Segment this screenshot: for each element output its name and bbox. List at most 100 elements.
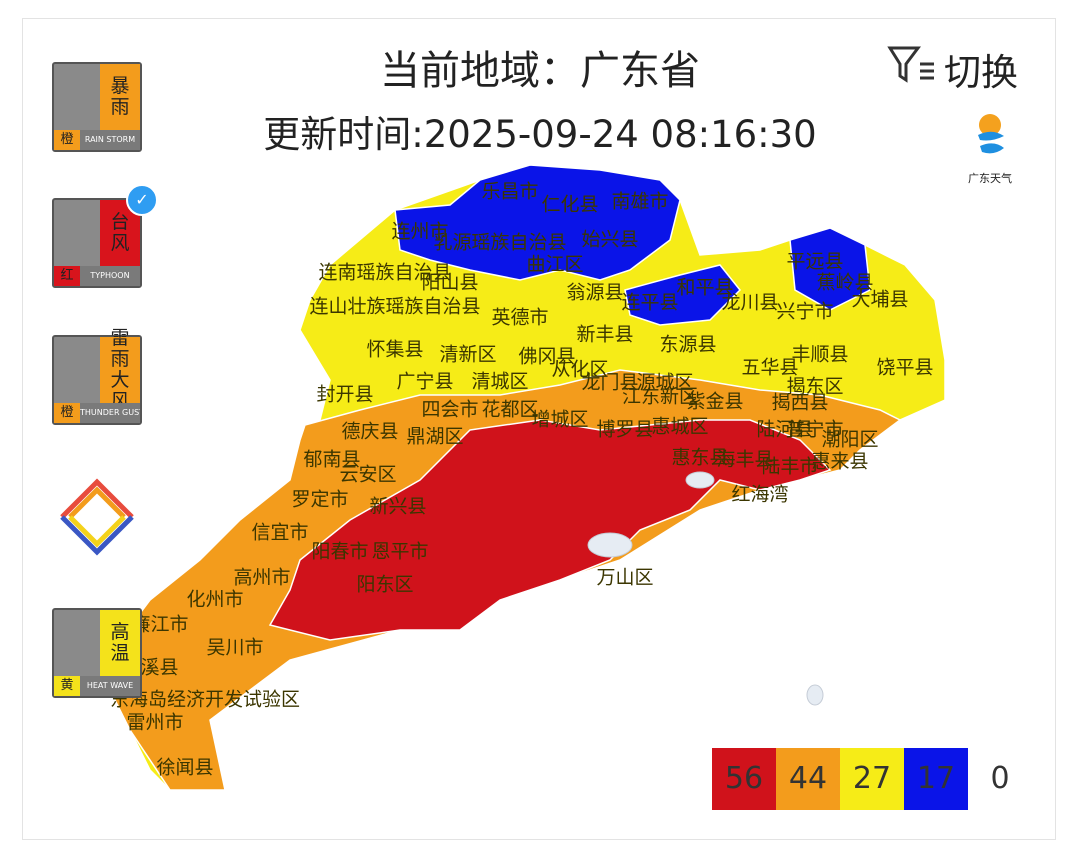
- district-label: 新兴县: [369, 496, 426, 518]
- district-label: 平远县: [786, 251, 843, 273]
- warning-name: 暴雨: [100, 64, 140, 130]
- filter-icon[interactable]: [887, 46, 934, 83]
- district-label: 龙川县: [721, 292, 778, 314]
- district-label: 吴川市: [206, 637, 263, 659]
- district-label: 东海岛经济开发试验区: [110, 689, 300, 711]
- legend: 56 44 27 17 0: [712, 748, 1032, 810]
- district-label: 大埔县: [851, 289, 908, 311]
- warning-level: 黄: [54, 676, 80, 696]
- district-label: 廉江市: [131, 614, 188, 636]
- district-label: 源城区: [636, 372, 693, 394]
- switch-button[interactable]: 切换: [944, 51, 1018, 94]
- district-label: 万山区: [596, 567, 653, 589]
- district-label: 揭东区: [786, 376, 843, 398]
- warning-level: 橙: [54, 403, 80, 423]
- district-label: 龙门县: [581, 372, 638, 394]
- district-label: 五华县: [741, 357, 798, 379]
- district-label: 佛冈县: [518, 346, 575, 368]
- district-label: 从化区: [551, 359, 608, 381]
- district-label: 罗定市: [291, 489, 348, 511]
- district-label: 翁源县: [566, 282, 623, 304]
- district-label: 博罗县: [596, 419, 653, 441]
- warning-graphic: [58, 68, 98, 126]
- district-label: 蕉岭县: [816, 272, 873, 294]
- district-label: 揭西县: [771, 392, 828, 414]
- district-label: 德庆县: [341, 421, 398, 443]
- district-label: 恩平市: [371, 541, 428, 563]
- district-label: 四会市: [421, 399, 478, 421]
- warning-english: RAIN STORM: [80, 130, 140, 150]
- district-label: 陆河县: [756, 419, 813, 441]
- district-label: 惠城区: [651, 416, 708, 438]
- legend-count: 0: [968, 748, 1032, 810]
- warning-name: 高温: [100, 610, 140, 676]
- legend-count: 56: [712, 748, 776, 810]
- district-label: 连平县: [621, 292, 678, 314]
- district-label: 清城区: [471, 371, 528, 393]
- district-label: 陆丰市: [761, 456, 818, 478]
- warning-english: HEAT WAVE: [80, 676, 140, 696]
- district-label: 惠来县: [811, 451, 868, 473]
- district-label: 紫金县: [686, 391, 743, 413]
- logo-icon: [978, 114, 1004, 154]
- district-label: 东源县: [659, 334, 716, 356]
- district-label: 红海湾: [731, 484, 788, 506]
- district-label: 徐闻县: [156, 757, 213, 779]
- district-label: 阳山县: [421, 272, 478, 294]
- warning-icon: 雷雨大风橙 THUNDER GUST: [52, 328, 142, 425]
- district-label: 信宜市: [251, 522, 308, 544]
- warning-graphic: [58, 204, 98, 262]
- district-label: 新丰县: [576, 324, 633, 346]
- district-label: 普宁市: [786, 419, 843, 441]
- district-label: 郁南县: [303, 449, 360, 471]
- title: 当前地域：广东省: [380, 48, 700, 94]
- district-label: 兴宁市: [776, 301, 833, 323]
- district-label: 高州市: [233, 567, 290, 589]
- warning-icon: 台风红 TYPHOON ✓: [52, 184, 158, 288]
- legend-count: 17: [904, 748, 968, 810]
- district-label: 饶平县: [876, 357, 933, 379]
- region-blue: [394, 164, 681, 281]
- warning-icon: 暴雨橙 RAIN STORM: [52, 62, 142, 152]
- update-time: 更新时间:2025-09-24 08:16:30: [263, 113, 817, 156]
- warning-graphic: [58, 341, 98, 399]
- card: [22, 18, 1056, 840]
- district-label: 英德市: [491, 307, 548, 329]
- district-label: 仁化县: [541, 194, 598, 216]
- district-label: 南雄市: [611, 191, 668, 213]
- district-label: 阳春市: [311, 541, 368, 563]
- legend-count: 44: [776, 748, 840, 810]
- district-label: 增城区: [531, 409, 588, 431]
- warning-english: TYPHOON: [80, 266, 140, 286]
- district-label: 乐昌市: [481, 181, 538, 203]
- district-label: 雷州市: [126, 712, 183, 734]
- district-label: 潮阳区: [821, 429, 878, 451]
- district-label: 连州市: [391, 221, 448, 243]
- logo-label: 广东天气: [968, 172, 1012, 185]
- district-label: 始兴县: [581, 229, 638, 251]
- warning-english: THUNDER GUST: [80, 403, 140, 423]
- warning-level: 红: [54, 266, 80, 286]
- islands: [587, 471, 824, 706]
- legend-count: 27: [840, 748, 904, 810]
- district-label: 和平县: [676, 277, 733, 299]
- district-label: 惠东县: [671, 447, 728, 469]
- region-blue: [789, 227, 871, 311]
- district-label: 封开县: [316, 384, 373, 406]
- district-label: 江东新区: [622, 386, 698, 408]
- district-label: 清新区: [439, 344, 496, 366]
- check-badge: ✓: [126, 184, 158, 216]
- district-label: 丰顺县: [791, 344, 848, 366]
- district-label: 鼎湖区: [406, 426, 463, 448]
- warning-name: 雷雨大风: [100, 328, 140, 412]
- district-label: 连山壮族瑶族自治县: [309, 296, 480, 318]
- district-label: 云安区: [339, 464, 396, 486]
- warning-level: 橙: [54, 130, 80, 150]
- district-label: 海丰县: [716, 449, 773, 471]
- district-label: 阳东区: [356, 574, 413, 596]
- warning-graphic: [58, 614, 98, 672]
- district-label: 乳源瑶族自治县: [433, 232, 566, 254]
- district-label: 化州市: [186, 589, 243, 611]
- app-logo: [60, 478, 134, 556]
